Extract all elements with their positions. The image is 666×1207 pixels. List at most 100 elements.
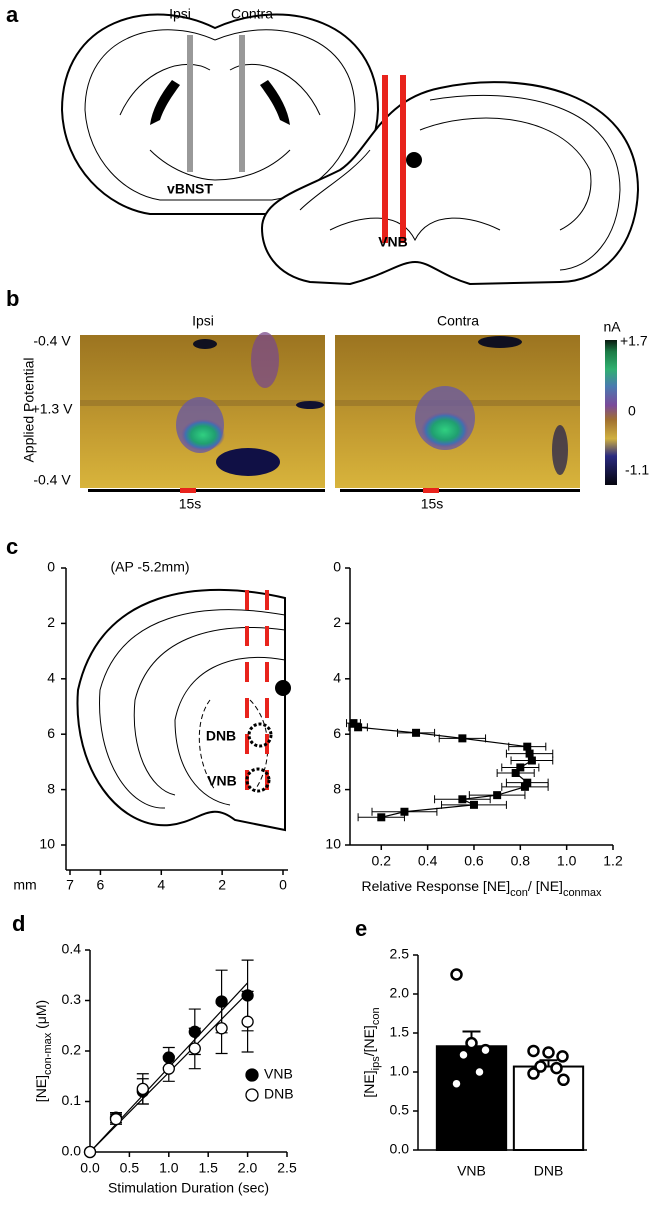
x-tick-label: 1.0 xyxy=(159,1160,179,1176)
legend-marker xyxy=(245,1068,259,1082)
data-point xyxy=(556,1050,569,1063)
panel-label: d xyxy=(12,911,25,936)
panel-label: e xyxy=(355,916,367,941)
y-tick-label: 2 xyxy=(47,614,55,630)
data-point xyxy=(527,1067,540,1080)
time-bar xyxy=(340,489,580,492)
y-tick-label: 0.0 xyxy=(62,1143,82,1159)
data-point xyxy=(457,1048,470,1062)
panel-label: c xyxy=(6,534,18,559)
data-point xyxy=(479,1043,492,1057)
x-tick-label: 0.5 xyxy=(120,1160,140,1176)
marker xyxy=(400,807,409,816)
data-point xyxy=(550,1061,563,1075)
x-tick-label: 0.2 xyxy=(372,853,392,869)
colorbar-unit: nA xyxy=(603,319,621,335)
data-point xyxy=(450,1077,463,1090)
stimulus-label: VNB xyxy=(378,234,408,250)
heatmap xyxy=(335,335,580,488)
colorbar-label: +1.7 xyxy=(620,333,648,349)
y-tick-label: 10 xyxy=(325,836,341,852)
y-tick-label: 2.5 xyxy=(390,946,410,962)
x-axis-label-part: / [NE] xyxy=(528,878,563,894)
electrode xyxy=(239,35,245,172)
region-marker xyxy=(245,767,271,793)
marker xyxy=(520,782,529,791)
y-tick-label: 10 xyxy=(39,836,55,852)
data-point xyxy=(527,1044,540,1058)
marker xyxy=(215,1022,228,1035)
y-tick-label: 4 xyxy=(333,670,341,686)
x-tick-label: 0.0 xyxy=(80,1160,100,1176)
x-tick-label: 2 xyxy=(218,877,226,893)
y-tick-label: 0.2 xyxy=(62,1042,82,1058)
x-axis-label-part: con xyxy=(510,887,528,899)
cortex-line xyxy=(299,94,621,271)
marker xyxy=(458,734,467,743)
x-tick-label: DNB xyxy=(534,1163,564,1179)
colorbar-label: 0 xyxy=(628,403,636,419)
x-tick-label: 7 xyxy=(66,877,74,893)
bar xyxy=(512,1065,585,1152)
stim-bar xyxy=(180,488,196,493)
time-label: 15s xyxy=(421,496,444,512)
y-tick-label: 6 xyxy=(333,725,341,741)
marker xyxy=(469,800,478,809)
x-tick-label: 6 xyxy=(97,877,105,893)
heatmap-title: Contra xyxy=(437,313,479,329)
marker xyxy=(412,728,421,737)
region-label: DNB xyxy=(206,728,236,744)
marker xyxy=(523,778,532,787)
y-axis-label-part: con-max xyxy=(42,1032,54,1075)
panel-a: a Ipsi Contra vBNST VNB xyxy=(6,2,640,286)
x-tick-label: 0.6 xyxy=(464,853,484,869)
x-tick-label: VNB xyxy=(457,1163,486,1179)
y-tick-label: 0.4 xyxy=(62,941,82,957)
time-bar xyxy=(88,489,325,492)
marker xyxy=(511,768,520,777)
marker xyxy=(527,756,536,765)
colorbar xyxy=(605,340,617,485)
x-axis-label: Relative Response [NE]con/ [NE]conmax xyxy=(362,878,602,899)
cortex-line xyxy=(84,29,356,201)
brain-section xyxy=(260,81,640,286)
marker xyxy=(241,1015,254,1028)
x-tick-label: 0.8 xyxy=(511,853,531,869)
data-point xyxy=(450,968,463,981)
panel-c-diagram: c (AP -5.2mm) DNB VNB mm 0 2 4 6 8 10 7 6 4 2 0 xyxy=(6,534,291,893)
electrode-label: Contra xyxy=(231,6,273,22)
y-tick-label: 8 xyxy=(333,780,341,796)
y-axis-label-part: /[NE] xyxy=(361,1025,377,1056)
region-label: VNB xyxy=(207,773,237,789)
time-label: 15s xyxy=(179,496,202,512)
section-label: (AP -5.2mm) xyxy=(110,559,189,575)
electrode xyxy=(400,75,406,243)
x-tick-label: 4 xyxy=(157,877,165,893)
y-axis-label: [NE]con-max (μM) xyxy=(33,1000,54,1102)
electrode xyxy=(382,75,388,243)
y-tick-label: 1.5 xyxy=(390,1024,410,1040)
y-axis-label-part: [NE] xyxy=(361,1070,377,1097)
y-tick-label: 2 xyxy=(333,614,341,630)
y-tick-label: 4 xyxy=(47,670,55,686)
legend-marker xyxy=(245,1088,259,1102)
inner-line xyxy=(329,117,592,242)
aqueduct xyxy=(406,152,422,168)
y-tick-label: 0.5 xyxy=(390,1102,410,1118)
inner-line xyxy=(99,609,286,809)
y-axis-label-part: con xyxy=(370,1007,382,1025)
x-axis-label: Stimulation Duration (sec) xyxy=(108,1180,269,1196)
data-point xyxy=(557,1073,570,1087)
y-tick-label: 1.0 xyxy=(390,1063,410,1079)
panel-b: b Ipsi Contra Applied Potential -0.4 V +… xyxy=(6,286,649,512)
data-point xyxy=(542,1046,555,1059)
data-point xyxy=(465,1036,478,1050)
y-tick-label: 6 xyxy=(47,725,55,741)
marker xyxy=(525,749,534,758)
y-tick-label: 0 xyxy=(47,559,55,575)
bar xyxy=(435,1045,508,1152)
inner-line xyxy=(198,699,269,791)
x-tick-label: 2.5 xyxy=(277,1160,297,1176)
y-tick-label: 0.3 xyxy=(62,991,82,1007)
